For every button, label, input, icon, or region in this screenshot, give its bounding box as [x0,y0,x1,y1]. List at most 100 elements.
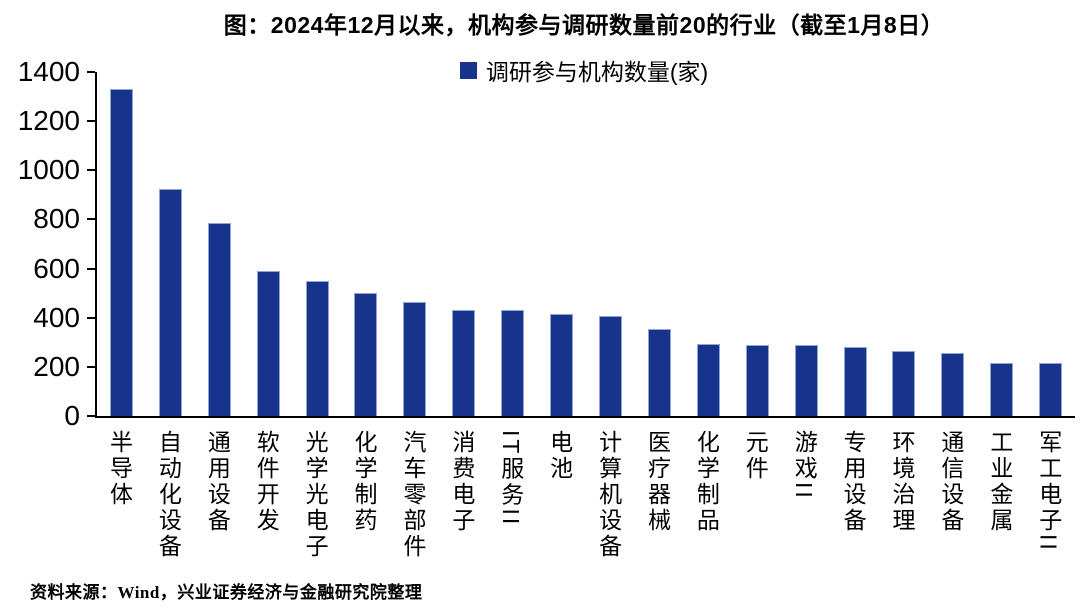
bar-12 [647,329,671,416]
bar-column-20 [1026,72,1075,416]
x-label-column-16: 专用设备 [829,430,878,534]
bar-17 [892,351,916,416]
bar-column-5 [293,72,342,416]
x-category-label: 通信设备 [937,430,964,534]
x-category-label: 计算机设备 [595,430,622,560]
bar-column-17 [880,72,929,416]
legend-swatch [459,61,477,79]
bar-20 [1039,363,1063,416]
x-category-label: 通用设备 [204,430,231,534]
y-tick-label: 600 [33,252,80,284]
x-category-label: 医疗器械 [644,430,671,534]
y-tick-mark [87,415,95,417]
y-tick-label: 1200 [17,105,80,137]
x-label-column-5: 光学光电子 [291,430,340,560]
y-tick-mark [87,365,95,368]
x-category-label: 自动化设备 [155,430,182,560]
x-label-column-11: 计算机设备 [584,430,633,560]
x-category-label: 化学制品 [693,430,720,534]
x-category-label: 汽车零部件 [399,430,426,560]
bar-column-13 [684,72,733,416]
y-tick-label: 200 [33,350,80,382]
bar-6 [354,293,378,416]
bar-column-9 [488,72,537,416]
bar-column-7 [390,72,439,416]
bar-column-12 [635,72,684,416]
bar-19 [990,363,1014,416]
x-label-column-9: IT服务II [486,430,535,527]
bar-14 [745,345,769,416]
bar-10 [550,314,574,416]
x-category-label: IT服务II [497,430,524,528]
x-label-column-14: 元件 [731,430,780,482]
x-category-label: 电池 [546,430,573,482]
x-label-column-12: 医疗器械 [633,430,682,534]
bar-column-15 [782,72,831,416]
y-tick-mark [87,71,95,73]
x-category-label: 光学光电子 [302,430,329,560]
y-tick-label: 1000 [17,154,80,186]
y-tick-label: 0 [64,400,80,431]
bar-5 [305,281,329,416]
y-tick-mark [87,120,95,123]
y-tick-mark [87,169,95,172]
x-label-column-20: 军工电子II [1024,430,1073,553]
bar-column-16 [831,72,880,416]
bar-8 [452,310,476,416]
bar-column-3 [195,72,244,416]
x-label-column-15: 游戏II [780,430,829,501]
bar-18 [941,353,965,416]
bar-column-18 [928,72,977,416]
x-axis-labels: 半导体 自动化设备 通用设备 软件开发 光学光电子 化学制药 汽车零部件 消费电子 IT服务II… [95,430,1073,580]
bar-9 [501,310,525,416]
x-category-label: 环境治理 [889,430,916,534]
bar-2 [158,189,182,416]
x-label-column-6: 化学制药 [340,430,389,534]
x-label-column-1: 半导体 [95,430,144,508]
bar-column-8 [439,72,488,416]
x-label-column-10: 电池 [535,430,584,482]
bars [97,72,1075,416]
y-tick-label: 800 [33,203,80,235]
x-label-column-19: 工业金属 [975,430,1024,534]
chart-title: 图：2024年12月以来，机构参与调研数量前20的行业（截至1月8日） [223,12,945,38]
x-label-column-17: 环境治理 [878,430,927,534]
y-tick-mark [87,218,95,221]
bar-16 [843,347,867,416]
bar-column-19 [977,72,1026,416]
bar-11 [599,316,623,416]
bar-7 [403,302,427,416]
plot-area [95,72,1075,418]
bar-column-1 [97,72,146,416]
bar-column-4 [244,72,293,416]
bar-column-2 [146,72,195,416]
x-label-column-18: 通信设备 [926,430,975,534]
x-label-column-8: 消费电子 [437,430,486,534]
x-category-label: 半导体 [106,430,133,508]
x-label-column-13: 化学制品 [682,430,731,534]
bar-3 [207,223,231,416]
x-category-label: 化学制药 [351,430,378,534]
bar-column-11 [586,72,635,416]
bar-column-10 [537,72,586,416]
x-category-label: 游戏II [791,430,818,501]
legend-label: 调研参与机构数量(家) [485,59,709,85]
x-category-label: 软件开发 [253,430,280,534]
y-tick-label: 1400 [17,56,80,87]
x-category-label: 专用设备 [840,430,867,534]
bar-column-14 [733,72,782,416]
x-category-label: 消费电子 [448,430,475,534]
bar-1 [109,89,133,416]
x-label-column-4: 软件开发 [242,430,291,534]
bar-4 [256,271,280,416]
y-tick-mark [87,267,95,270]
y-tick-mark [87,316,95,319]
x-label-column-3: 通用设备 [193,430,242,534]
x-category-label: 工业金属 [986,430,1013,534]
x-category-label: 军工电子II [1035,430,1062,553]
x-label-column-2: 自动化设备 [144,430,193,560]
bar-15 [794,345,818,416]
y-tick-label: 400 [33,301,80,333]
x-label-column-7: 汽车零部件 [388,430,437,560]
